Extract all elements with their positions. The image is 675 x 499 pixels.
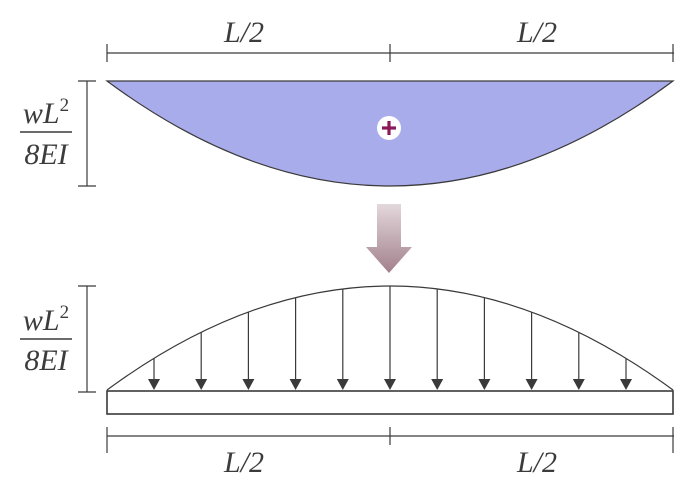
bottom-fraction-denominator: 8EI bbox=[24, 344, 69, 377]
bottom-fraction-numerator: wL bbox=[23, 304, 60, 337]
bottom-span-left-label: L/2 bbox=[223, 446, 264, 479]
load-arrow-icon bbox=[572, 332, 585, 390]
top-fraction-denominator: 8EI bbox=[24, 138, 69, 171]
load-arrows bbox=[148, 286, 632, 390]
load-arrow-icon bbox=[195, 332, 208, 390]
top-height-dimension bbox=[78, 80, 96, 187]
top-fraction-numerator: wL bbox=[23, 97, 60, 130]
svg-text:wL2: wL2 bbox=[23, 95, 69, 130]
load-arrow-icon bbox=[336, 288, 349, 390]
top-span-dimension bbox=[106, 44, 674, 62]
top-diagram: L/2 L/2 wL2 8EI bbox=[20, 16, 675, 187]
load-arrow-icon bbox=[242, 312, 255, 390]
bottom-height-dimension bbox=[78, 285, 96, 393]
plus-sign-icon bbox=[377, 116, 401, 140]
load-arrow-icon bbox=[384, 286, 396, 390]
transition-down-arrow-icon bbox=[366, 204, 412, 273]
load-arrow-icon bbox=[431, 288, 444, 390]
load-arrow-icon bbox=[525, 312, 538, 390]
load-arrow-icon bbox=[478, 297, 491, 390]
top-span-right-label: L/2 bbox=[516, 16, 557, 49]
top-span-left-label: L/2 bbox=[223, 16, 264, 49]
svg-text:wL2: wL2 bbox=[23, 302, 69, 337]
load-arrow-icon bbox=[148, 358, 160, 390]
beam bbox=[106, 390, 674, 415]
bottom-fraction-exponent: 2 bbox=[60, 302, 70, 323]
load-arrow-icon bbox=[289, 297, 302, 390]
top-fraction-exponent: 2 bbox=[60, 95, 70, 116]
top-height-fraction: wL2 8EI bbox=[20, 95, 72, 171]
bottom-diagram: wL2 8EI L/2 L/2 bbox=[20, 285, 674, 479]
bottom-span-dimension bbox=[106, 427, 674, 453]
load-arrow-icon bbox=[620, 358, 632, 390]
bottom-span-right-label: L/2 bbox=[516, 446, 557, 479]
bottom-height-fraction: wL2 8EI bbox=[20, 302, 72, 377]
